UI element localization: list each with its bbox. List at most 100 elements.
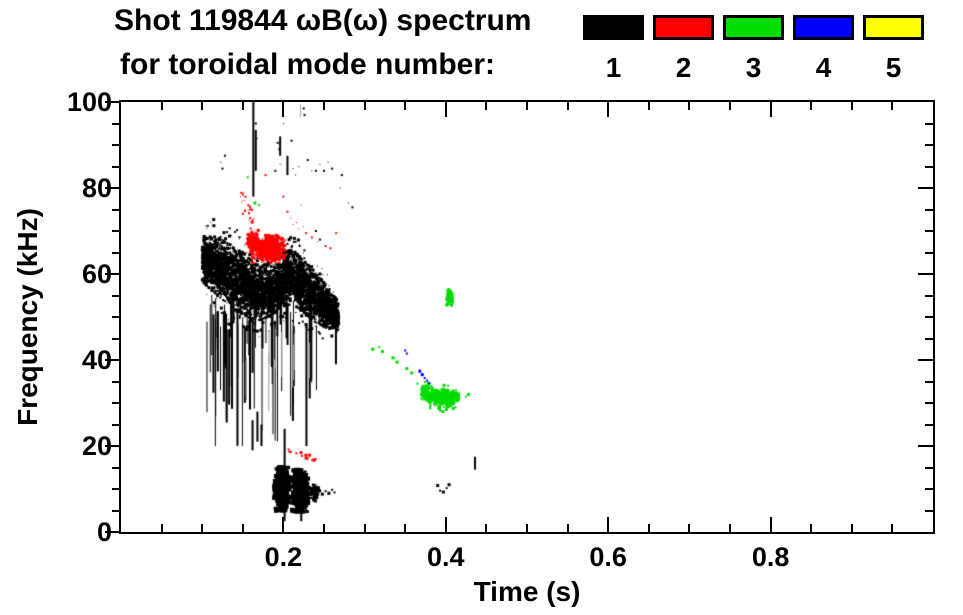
x-minor-tick-bottom [851,524,853,532]
y-minor-tick-left [112,144,119,146]
y-minor-tick-right [925,316,933,318]
x-minor-tick-top [485,102,487,110]
x-tick-label: 0.2 [264,542,303,572]
x-minor-tick-bottom [567,524,569,532]
x-minor-tick-bottom [323,524,325,532]
x-major-tick-bottom [769,517,772,532]
y-minor-tick-left [112,424,119,426]
x-major-tick-bottom [444,517,447,532]
chart-title-line2: for toroidal mode number: [120,48,495,81]
x-minor-tick-top [567,102,569,110]
x-tick-label: 0.6 [589,542,627,572]
x-minor-tick-bottom [201,524,203,532]
x-major-tick-bottom [607,517,610,532]
legend-swatch-mode3 [723,15,784,40]
y-minor-tick-left [112,488,119,490]
x-major-tick-top [282,102,285,117]
y-minor-tick-left [112,295,119,297]
x-minor-tick-top [161,102,163,110]
y-minor-tick-left [112,209,119,211]
y-major-tick-left [105,359,119,361]
y-tick-label: 20 [81,431,112,461]
legend-swatch-mode1 [583,15,644,40]
y-minor-tick-right [925,488,933,490]
x-minor-tick-bottom [526,524,528,532]
y-minor-tick-right [925,338,933,340]
y-minor-tick-right [925,467,933,469]
x-minor-tick-bottom [648,524,650,532]
y-minor-tick-right [925,510,933,512]
y-minor-tick-left [112,166,119,168]
y-minor-tick-right [925,144,933,146]
x-minor-tick-top [364,102,366,110]
x-minor-tick-top [851,102,853,110]
x-minor-tick-top [526,102,528,110]
x-minor-tick-bottom [891,524,893,532]
legend-item-mode3: 3 [723,15,784,82]
x-minor-tick-bottom [364,524,366,532]
y-tick-label: 100 [66,87,112,117]
x-minor-tick-bottom [404,524,406,532]
x-minor-tick-top [323,102,325,110]
y-axis-title: Frequency (kHz) [12,208,43,426]
y-minor-tick-right [925,230,933,232]
x-minor-tick-top [404,102,406,110]
x-minor-tick-bottom [242,524,244,532]
legend-item-mode1: 1 [583,15,644,82]
y-minor-tick-right [925,381,933,383]
x-minor-tick-bottom [485,524,487,532]
x-minor-tick-top [891,102,893,110]
y-minor-tick-right [925,123,933,125]
legend-label-mode3: 3 [745,52,762,83]
x-minor-tick-bottom [161,524,163,532]
y-minor-tick-right [925,424,933,426]
legend-item-mode2: 2 [653,15,714,82]
y-minor-tick-left [112,338,119,340]
y-minor-tick-left [112,467,119,469]
legend-item-mode4: 4 [793,15,854,82]
legend-item-mode5: 5 [863,15,924,82]
x-minor-tick-top [201,102,203,110]
y-major-tick-right [918,359,933,361]
y-tick-label: 0 [96,517,112,547]
y-tick-label: 80 [81,173,112,203]
x-major-tick-top [607,102,610,117]
x-minor-tick-bottom [729,524,731,532]
x-minor-tick-top [648,102,650,110]
x-minor-tick-top [810,102,812,110]
y-minor-tick-left [112,230,119,232]
y-tick-label: 60 [81,259,112,289]
y-major-tick-right [918,187,933,189]
legend-swatch-mode4 [793,15,854,40]
y-minor-tick-right [925,252,933,254]
y-minor-tick-left [112,381,119,383]
y-minor-tick-right [925,402,933,404]
x-axis-title: Time (s) [473,576,581,607]
chart-title-line1: Shot 119844 ωB(ω) spectrum [114,4,532,37]
y-minor-tick-right [925,295,933,297]
x-major-tick-top [444,102,447,117]
y-minor-tick-right [925,166,933,168]
legend-swatch-mode5 [863,15,924,40]
x-minor-tick-top [688,102,690,110]
x-minor-tick-bottom [688,524,690,532]
x-minor-tick-top [729,102,731,110]
legend-swatch-mode2 [653,15,714,40]
x-minor-tick-bottom [810,524,812,532]
x-major-tick-bottom [282,517,285,532]
legend-label-mode5: 5 [885,52,902,83]
y-minor-tick-right [925,209,933,211]
y-major-tick-left [105,273,119,275]
y-minor-tick-left [112,123,119,125]
y-major-tick-left [105,531,119,533]
y-major-tick-left [105,445,119,447]
legend-label-mode4: 4 [815,52,832,83]
y-major-tick-left [105,101,119,103]
spectrum-scatter-canvas [121,102,933,532]
legend-label-mode1: 1 [605,52,622,83]
plot-frame [119,100,935,534]
y-major-tick-left [105,187,119,189]
legend-label-mode2: 2 [675,52,692,83]
y-minor-tick-left [112,402,119,404]
